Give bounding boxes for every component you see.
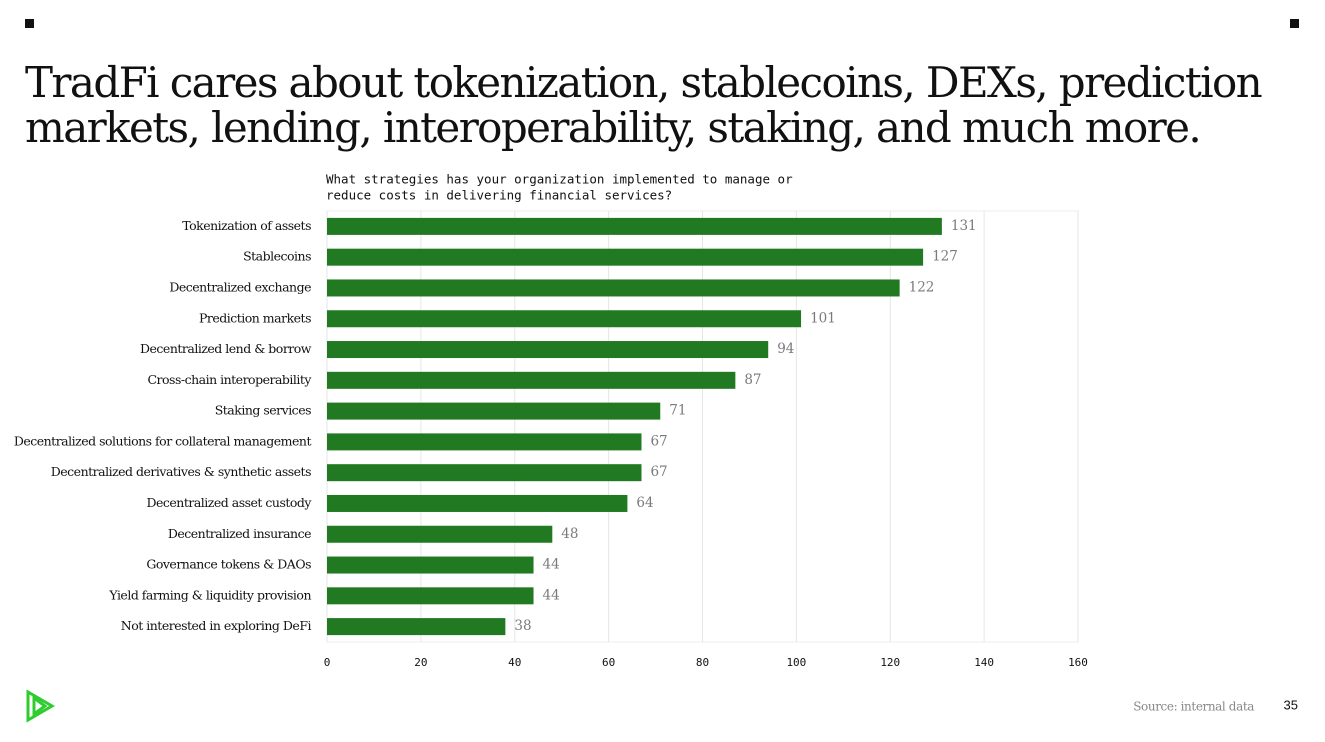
corner-mark — [1290, 19, 1299, 28]
x-tick-label: 40 — [508, 656, 521, 669]
y-tick-label: Yield farming & liquidity provision — [108, 587, 311, 602]
x-tick-label: 20 — [414, 656, 427, 669]
page-number: 35 — [1284, 697, 1298, 712]
logo-shape — [32, 695, 48, 717]
x-tick-label: 100 — [786, 656, 806, 669]
bar — [327, 587, 534, 605]
y-tick-label: Staking services — [215, 403, 311, 418]
y-tick-label: Stablecoins — [243, 249, 311, 264]
value-label: 94 — [777, 341, 794, 357]
logo-shape — [26, 689, 55, 723]
bar — [327, 371, 736, 389]
corner-mark — [25, 19, 34, 28]
x-tick-label: 60 — [602, 656, 615, 669]
y-tick-label: Governance tokens & DAOs — [146, 557, 311, 572]
bar — [327, 525, 553, 543]
bar — [327, 341, 769, 359]
value-label: 122 — [909, 279, 935, 295]
subtitle-line: What strategies has your organization im… — [326, 172, 793, 187]
value-label: 38 — [514, 618, 531, 634]
y-tick-label: Decentralized derivatives & synthetic as… — [51, 464, 311, 479]
bar — [327, 248, 924, 266]
subtitle-line: reduce costs in delivering financial ser… — [326, 188, 672, 203]
x-tick-label: 160 — [1068, 656, 1088, 669]
y-tick-label: Cross-chain interoperability — [147, 372, 312, 387]
x-tick-label: 0 — [324, 656, 331, 669]
value-label: 127 — [932, 249, 958, 265]
logo — [26, 689, 55, 723]
y-tick-label: Decentralized solutions for collateral m… — [14, 433, 312, 448]
bar — [327, 402, 661, 420]
y-tick-label: Decentralized asset custody — [146, 495, 312, 510]
y-tick-label: Prediction markets — [199, 310, 311, 325]
y-tick-label: Tokenization of assets — [182, 218, 311, 233]
bar — [327, 618, 506, 636]
value-label: 48 — [561, 526, 578, 542]
source-note: Source: internal data — [1133, 700, 1254, 714]
bar — [327, 464, 642, 482]
y-tick-label: Decentralized lend & borrow — [140, 341, 312, 356]
value-label: 71 — [669, 403, 686, 419]
title-line: TradFi cares about tokenization, stablec… — [25, 58, 1262, 107]
value-label: 131 — [951, 218, 977, 234]
x-tick-label: 140 — [974, 656, 994, 669]
value-label: 87 — [744, 372, 761, 388]
value-label: 44 — [543, 557, 560, 573]
value-label: 67 — [650, 464, 667, 480]
title-line: markets, lending, interoperability, stak… — [25, 103, 1200, 152]
bar — [327, 433, 642, 451]
y-tick-label: Not interested in exploring DeFi — [121, 618, 312, 633]
bar — [327, 310, 802, 328]
bar — [327, 556, 534, 574]
x-tick-label: 120 — [880, 656, 900, 669]
bar — [327, 279, 900, 297]
value-label: 44 — [543, 587, 560, 603]
y-tick-label: Decentralized insurance — [168, 526, 311, 541]
value-label: 64 — [636, 495, 653, 511]
y-tick-label: Decentralized exchange — [169, 279, 311, 294]
bar — [327, 494, 628, 512]
bar — [327, 217, 942, 235]
value-label: 67 — [650, 433, 667, 449]
value-label: 101 — [810, 310, 836, 326]
x-tick-label: 80 — [696, 656, 709, 669]
